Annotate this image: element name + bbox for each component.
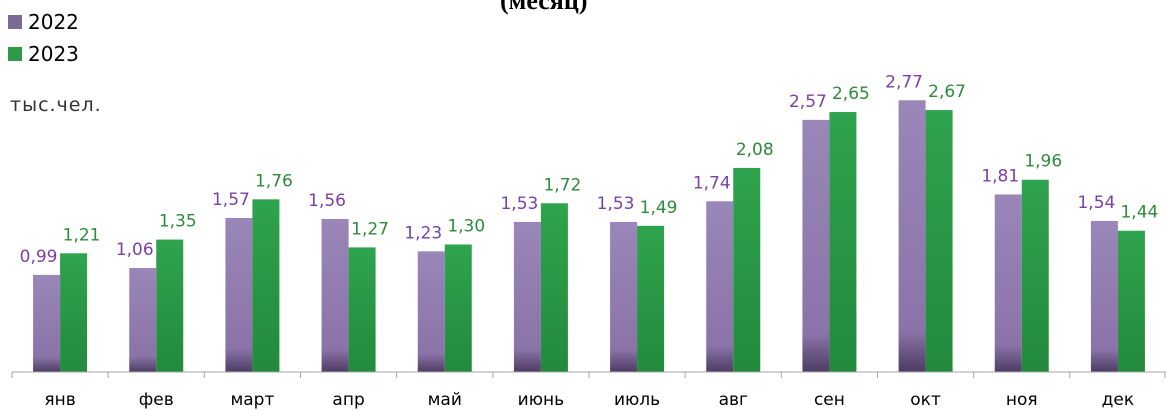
bar-2023 xyxy=(444,244,472,372)
bar-2022 xyxy=(1090,220,1118,372)
bar-2022 xyxy=(417,251,445,372)
bar-2023 xyxy=(637,225,665,372)
data-label-2022: 1,81 xyxy=(981,166,1019,186)
bar-2023 xyxy=(156,239,184,372)
data-label-2023: 1,72 xyxy=(543,175,581,195)
x-tick-label: ноя xyxy=(1006,390,1038,410)
x-tick-label: авг xyxy=(719,390,748,410)
y-axis-unit-label: тыс.чел. xyxy=(10,94,102,116)
x-tick-label: март xyxy=(230,390,274,410)
bar-2022 xyxy=(513,221,541,372)
x-tick-label: май xyxy=(428,390,462,410)
legend: 2022 2023 xyxy=(8,6,79,70)
data-label-2022: 1,56 xyxy=(308,191,346,211)
legend-label-2023: 2023 xyxy=(28,42,79,66)
data-label-2022: 2,77 xyxy=(885,72,923,92)
legend-swatch-2022 xyxy=(8,15,22,29)
x-tick-label: фев xyxy=(139,390,174,410)
bar-2023 xyxy=(733,167,761,372)
data-label-2023: 2,65 xyxy=(832,84,870,104)
x-tick-label: июнь xyxy=(518,390,565,410)
data-label-2023: 2,08 xyxy=(736,140,774,160)
data-label-2023: 2,67 xyxy=(928,82,966,102)
data-label-2022: 1,53 xyxy=(500,194,538,214)
bar-2023 xyxy=(60,253,88,372)
bar-2022 xyxy=(33,274,61,372)
data-label-2022: 1,06 xyxy=(116,240,154,260)
x-tick-label: янв xyxy=(44,390,75,410)
x-tick-label: апр xyxy=(332,390,364,410)
chart-title: (месяц) xyxy=(500,0,588,15)
data-label-2023: 1,30 xyxy=(447,216,485,236)
data-label-2022: 2,57 xyxy=(789,92,827,112)
data-label-2022: 1,57 xyxy=(212,190,250,210)
bar-2022 xyxy=(321,218,349,372)
bar-2022 xyxy=(994,194,1022,372)
data-label-2023: 1,21 xyxy=(63,225,101,245)
x-tick-label: сен xyxy=(814,390,845,410)
legend-item-2023: 2023 xyxy=(8,38,79,70)
bar-2022 xyxy=(129,268,157,372)
bar-2022 xyxy=(706,201,734,372)
data-label-2023: 1,96 xyxy=(1024,152,1062,172)
bar-2022 xyxy=(898,100,926,372)
bar-2022 xyxy=(802,119,830,373)
data-label-2022: 1,23 xyxy=(404,223,442,243)
data-label-2023: 1,76 xyxy=(255,171,293,191)
x-tick-label: дек xyxy=(1102,390,1134,410)
bar-2023 xyxy=(1021,179,1049,372)
bar-2023 xyxy=(540,203,568,372)
data-label-2022: 0,99 xyxy=(20,247,58,267)
legend-item-2022: 2022 xyxy=(8,6,79,38)
bar-2022 xyxy=(225,217,253,372)
data-label-2023: 1,49 xyxy=(640,198,678,218)
x-tick-label: окт xyxy=(910,390,941,410)
data-label-2023: 1,44 xyxy=(1120,203,1158,223)
legend-swatch-2023 xyxy=(8,47,22,61)
bar-2023 xyxy=(1117,230,1145,372)
data-label-2023: 1,27 xyxy=(351,219,389,239)
legend-label-2022: 2022 xyxy=(28,10,79,34)
data-label-2023: 1,35 xyxy=(159,212,197,232)
bar-2023 xyxy=(925,110,953,372)
bar-2023 xyxy=(348,247,376,372)
data-label-2022: 1,53 xyxy=(597,194,635,214)
x-tick-label: июль xyxy=(614,390,660,410)
bar-2023 xyxy=(829,112,857,372)
data-label-2022: 1,54 xyxy=(1077,193,1115,213)
bar-2023 xyxy=(252,199,280,372)
data-label-2022: 1,74 xyxy=(693,173,731,193)
bar-2022 xyxy=(610,221,638,372)
